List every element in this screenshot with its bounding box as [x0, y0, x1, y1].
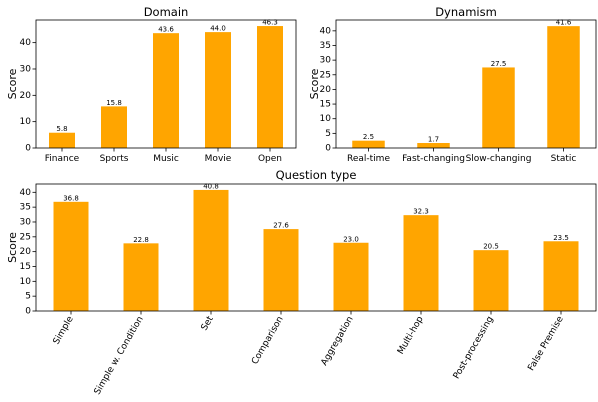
y-axis-label: Score [6, 232, 19, 263]
bar-value-label: 36.8 [63, 194, 79, 202]
bar [352, 140, 385, 148]
y-tick-label: 20 [20, 247, 32, 257]
bar [543, 241, 579, 311]
bar-value-label: 44.0 [210, 25, 226, 33]
domain-chart: Domain Score 5.8 15.8 43.6 44.0 46.3 0 10 20 30 40 F… [6, 5, 297, 164]
y-axis-label: Score [308, 68, 321, 99]
y-tick-label: 5 [325, 129, 331, 139]
bar-value-label: 2.5 [363, 133, 374, 141]
y-tick-label: 40 [20, 188, 32, 198]
y-axis-label: Score [6, 68, 19, 99]
y-tick-label: 25 [20, 232, 31, 242]
y-tick-label: 15 [320, 100, 331, 110]
x-tick-label: Music [153, 154, 179, 164]
y-tick-label: 10 [320, 114, 332, 124]
x-tick-label: Multi-hop [396, 315, 426, 357]
bar-value-label: 23.5 [553, 234, 569, 242]
x-tick-label: Real-time [347, 154, 390, 164]
bar [101, 106, 127, 148]
y-tick-label: 0 [325, 144, 331, 154]
x-tick-label: Finance [45, 154, 80, 164]
bar-value-label: 32.3 [413, 208, 429, 216]
bar [193, 189, 229, 311]
x-tick-label: Open [258, 154, 282, 164]
y-tick-label: 10 [20, 117, 32, 127]
y-tick-label: 30 [20, 64, 32, 74]
bar-value-label: 20.5 [483, 243, 499, 251]
y-tick-label: 10 [20, 277, 32, 287]
plot-frame [335, 19, 597, 149]
x-tick-label: Comparison [250, 315, 286, 367]
bar [263, 229, 299, 311]
chart-title: Question type [276, 168, 357, 182]
x-tick-label: Simple [52, 314, 76, 346]
y-tick-label: 30 [320, 56, 332, 66]
x-tick-label: False Premise [526, 314, 566, 372]
x-tick-label: Set [200, 314, 216, 332]
y-tick-label: 5 [25, 292, 31, 302]
y-tick-label: 30 [20, 217, 32, 227]
bar [403, 215, 439, 311]
question-type-chart: Question type Score 36.8 22.8 40.8 27.6 23.0 32… [6, 168, 597, 397]
bar-value-label: 27.6 [273, 222, 289, 230]
plot-frame [35, 183, 597, 312]
bar-value-label: 27.5 [491, 60, 507, 68]
x-tick-label: Movie [205, 154, 232, 164]
bar [153, 33, 179, 148]
bar-value-label: 40.8 [203, 182, 219, 190]
y-tick-label: 35 [20, 203, 31, 213]
bar-value-label: 22.8 [133, 236, 149, 244]
x-tick-label: Fast-changing [402, 154, 465, 164]
bar [257, 26, 283, 148]
bar-value-label: 43.6 [158, 26, 174, 34]
y-tick-label: 40 [320, 26, 332, 36]
bar [417, 143, 450, 148]
x-tick-label: Simple w. Condition [93, 315, 146, 397]
y-tick-label: 20 [320, 85, 332, 95]
bar [547, 26, 580, 148]
y-tick-label: 35 [320, 41, 331, 51]
bar-value-label: 46.3 [262, 19, 278, 27]
bar [53, 201, 89, 311]
x-tick-label: Slow-changing [466, 154, 532, 164]
y-tick-label: 25 [320, 70, 331, 80]
bar [333, 242, 369, 311]
bar [123, 243, 159, 311]
dynamism-chart: Dynamism Score 2.5 1.7 27.5 41.6 0 5 10 15 20 25 30 3… [308, 5, 597, 164]
y-tick-label: 20 [20, 91, 32, 101]
y-tick-label: 15 [20, 262, 31, 272]
x-tick-label: Static [551, 154, 577, 164]
bar-value-label: 15.8 [106, 99, 122, 107]
y-tick-label: 0 [25, 144, 31, 154]
y-tick-label: 40 [20, 38, 32, 48]
x-tick-label: Aggregation [320, 315, 356, 368]
bar-value-label: 41.6 [556, 19, 572, 27]
chart-title: Dynamism [435, 5, 497, 19]
bar [473, 250, 509, 311]
chart-title: Domain [144, 5, 189, 19]
x-tick-label: Sports [100, 154, 129, 164]
x-tick-label: Post-processing [452, 315, 496, 381]
bar-value-label: 5.8 [56, 125, 67, 133]
bar-value-label: 23.0 [343, 235, 359, 243]
y-tick-label: 0 [25, 307, 31, 317]
bar [49, 132, 75, 148]
bar [482, 67, 515, 148]
bar-value-label: 1.7 [428, 136, 439, 144]
bar [205, 32, 231, 148]
